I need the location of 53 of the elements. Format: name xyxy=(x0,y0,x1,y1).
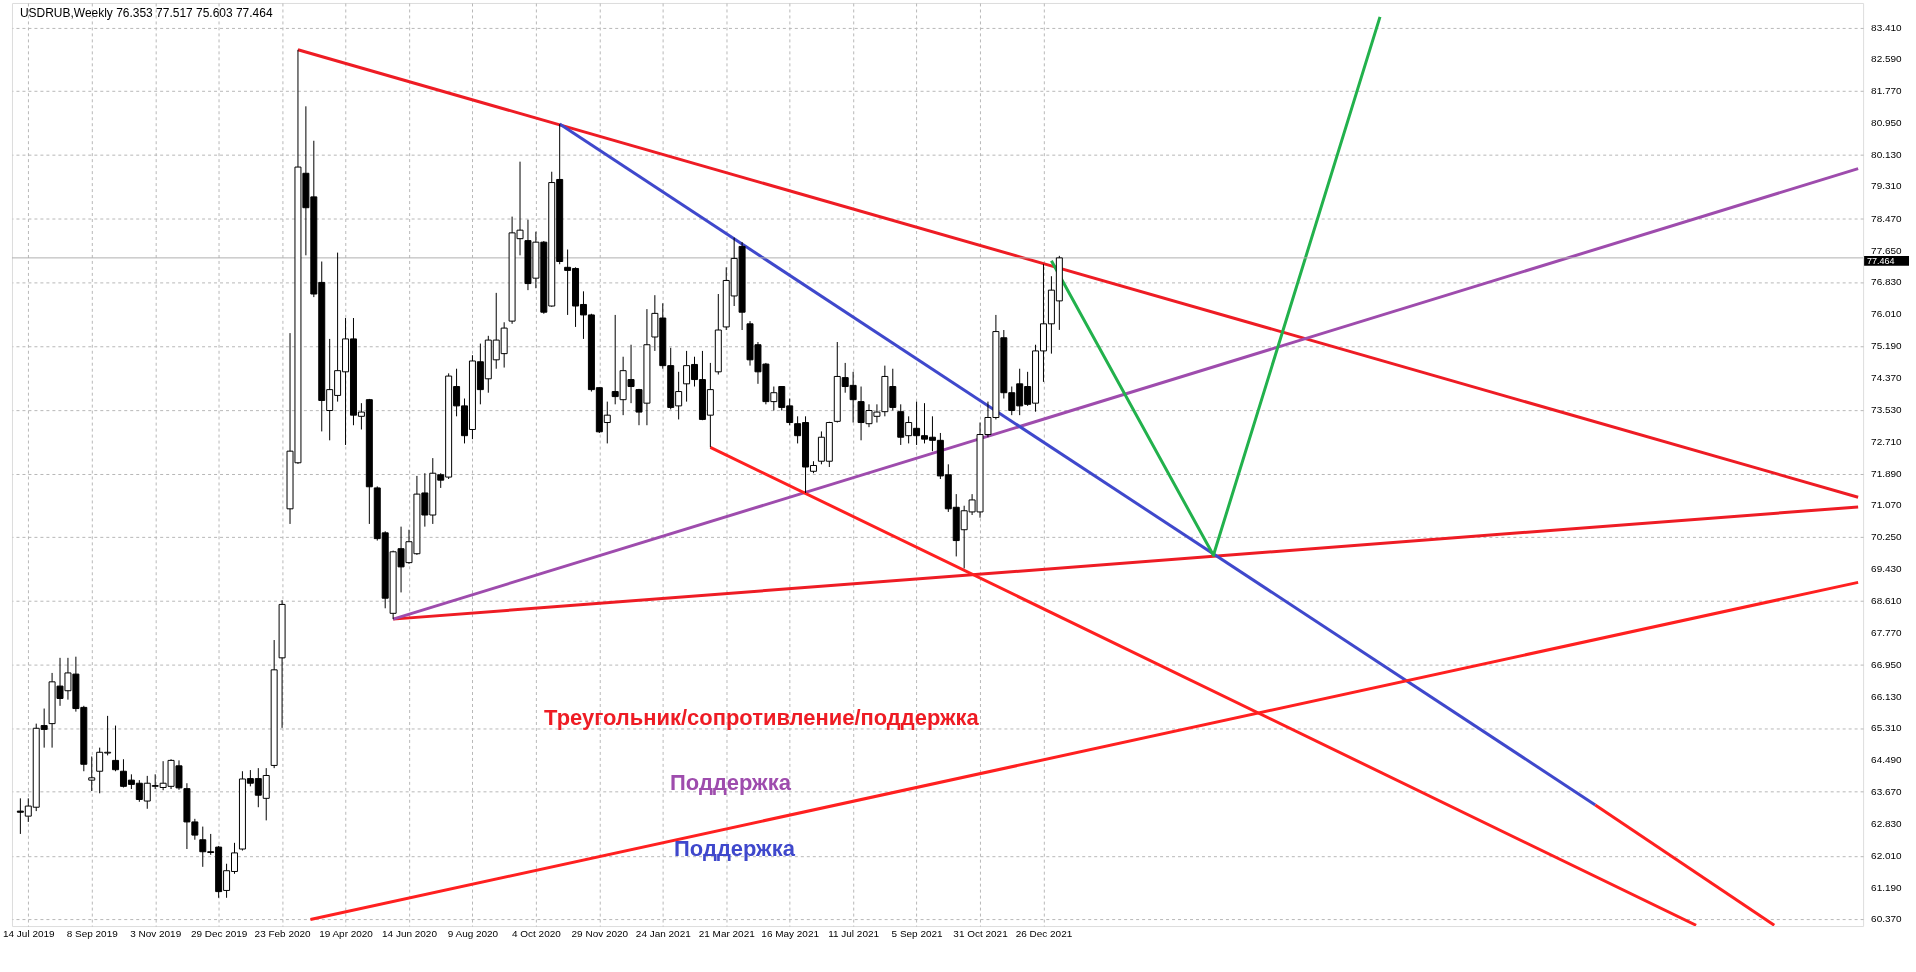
x-tick-label: 23 Feb 2020 xyxy=(254,927,312,939)
y-tick-label: 79.310 xyxy=(1871,180,1903,192)
y-tick-label: 68.610 xyxy=(1871,594,1903,606)
y-tick-label: 80.130 xyxy=(1871,148,1903,160)
y-tick-label: 62.010 xyxy=(1871,849,1903,861)
y-tick-label: 74.370 xyxy=(1871,371,1903,383)
chart-title: USDRUB,Weekly 76.353 77.517 75.603 77.464 xyxy=(19,5,273,20)
y-tick-label: 72.710 xyxy=(1871,435,1903,447)
x-tick-label: 24 Jan 2021 xyxy=(635,927,692,939)
x-tick-label: 21 Mar 2021 xyxy=(698,927,756,939)
x-tick-label: 26 Dec 2021 xyxy=(1015,927,1073,939)
y-tick-label: 83.410 xyxy=(1871,21,1903,33)
x-tick-label: 3 Nov 2019 xyxy=(130,927,182,939)
candlestick xyxy=(88,756,96,792)
y-tick-label: 77.650 xyxy=(1871,244,1903,256)
x-tick-label: 31 Oct 2021 xyxy=(953,927,1009,939)
y-tick-label: 76.830 xyxy=(1871,276,1903,288)
x-tick-label: 29 Nov 2020 xyxy=(571,927,629,939)
x-tick-label: 11 Jul 2021 xyxy=(828,927,880,939)
x-tick-label: 19 Apr 2020 xyxy=(319,927,374,939)
y-tick-label: 76.010 xyxy=(1871,308,1903,320)
y-tick-label: 65.310 xyxy=(1871,722,1903,734)
y-tick-label: 82.590 xyxy=(1871,53,1903,65)
x-tick-label: 8 Sep 2019 xyxy=(66,927,119,939)
y-tick-label: 69.430 xyxy=(1871,562,1903,574)
x-tick-label: 14 Jun 2020 xyxy=(382,927,438,939)
y-tick-label: 62.830 xyxy=(1871,818,1903,830)
ref-line-label: 77.464 xyxy=(1867,255,1895,266)
y-tick-label: 75.190 xyxy=(1871,339,1903,351)
candlestick xyxy=(112,725,120,772)
x-tick-label: 5 Sep 2021 xyxy=(891,927,944,939)
y-tick-label: 70.250 xyxy=(1871,531,1903,543)
x-tick-label: 29 Dec 2019 xyxy=(190,927,248,939)
y-tick-label: 81.770 xyxy=(1871,85,1903,97)
y-tick-label: 60.370 xyxy=(1871,913,1903,925)
y-tick-label: 61.190 xyxy=(1871,881,1903,893)
y-tick-label: 64.490 xyxy=(1871,754,1903,766)
x-tick-label: 16 May 2021 xyxy=(761,927,820,939)
y-tick-label: 67.770 xyxy=(1871,627,1903,639)
y-tick-label: 80.950 xyxy=(1871,116,1903,128)
x-tick-label: 14 Jul 2019 xyxy=(3,927,56,939)
text: Поддержка xyxy=(674,836,796,862)
text: Поддержка xyxy=(670,770,792,796)
y-tick-label: 63.670 xyxy=(1871,785,1903,797)
y-tick-label: 71.070 xyxy=(1871,499,1903,511)
y-tick-label: 71.890 xyxy=(1871,467,1903,479)
y-tick-label: 73.530 xyxy=(1871,404,1903,416)
x-tick-label: 9 Aug 2020 xyxy=(447,927,499,939)
y-tick-label: 66.950 xyxy=(1871,658,1903,670)
text: Треугольник/сопротивление/поддержка xyxy=(544,705,980,731)
y-tick-label: 78.470 xyxy=(1871,212,1903,224)
x-tick-label: 4 Oct 2020 xyxy=(512,927,562,939)
y-tick-label: 66.130 xyxy=(1871,690,1903,702)
